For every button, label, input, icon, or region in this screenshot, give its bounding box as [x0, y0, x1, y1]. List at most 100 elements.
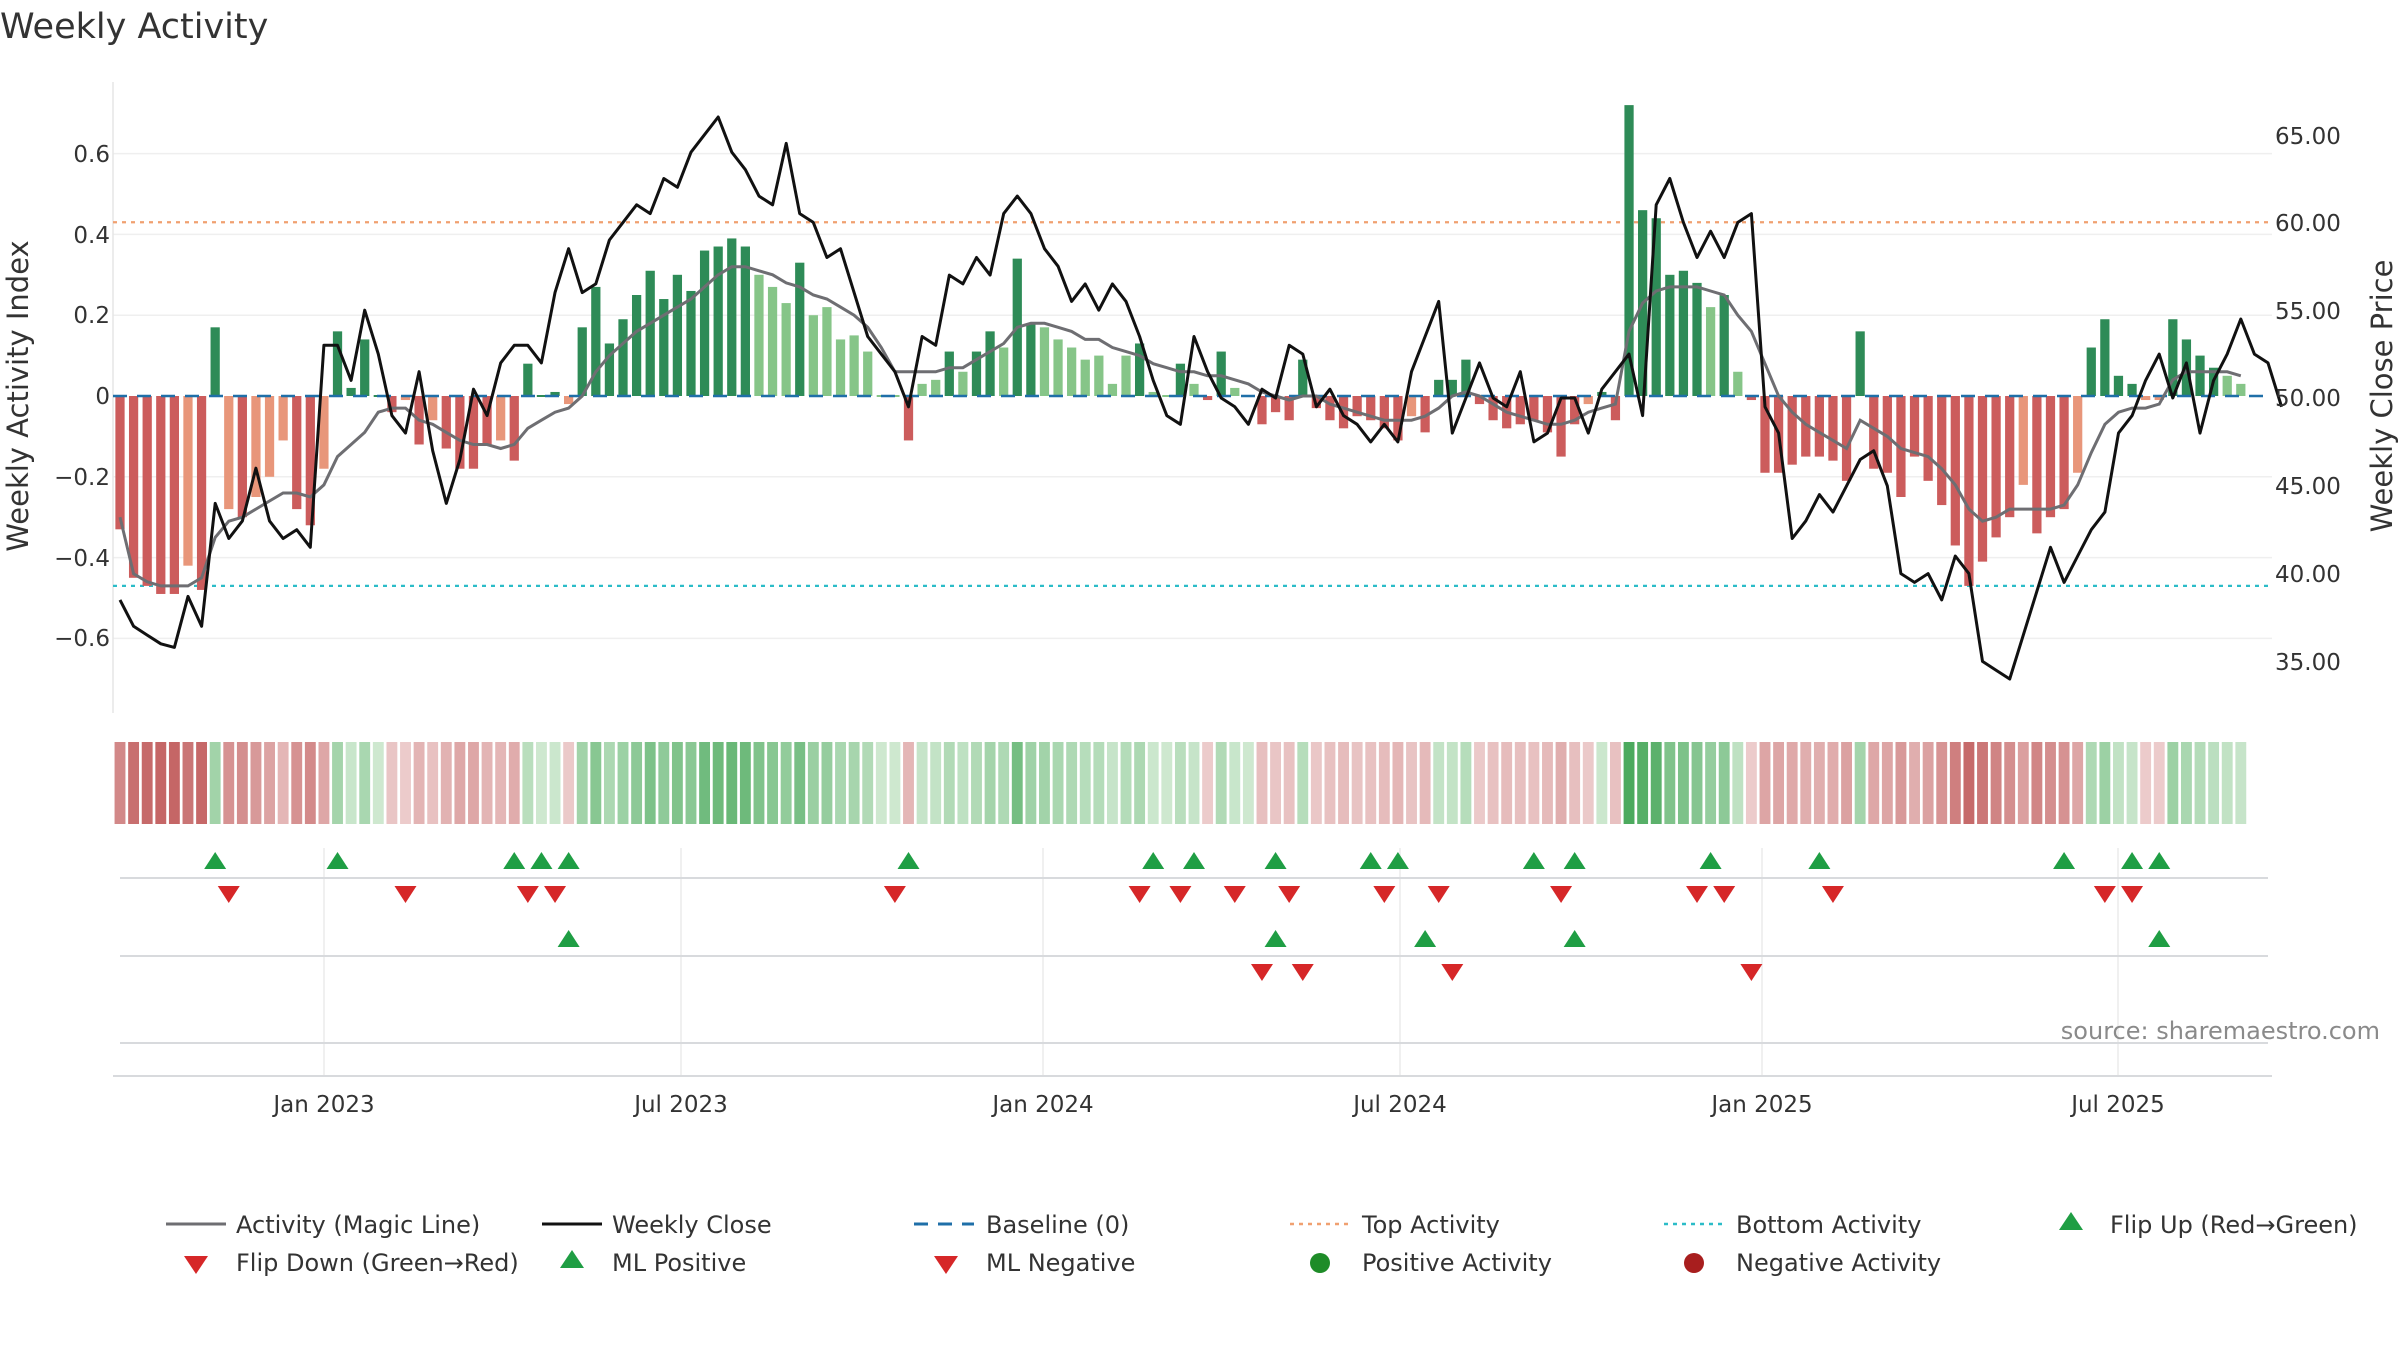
heat-cell-60	[930, 742, 942, 824]
heat-cell-85	[1270, 742, 1282, 824]
heat-cell-53	[835, 742, 846, 824]
heat-cell-134	[1936, 742, 1948, 824]
flip-up-marker-12	[1563, 852, 1586, 869]
heat-cell-113	[1650, 742, 1662, 824]
heat-cell-80	[1202, 742, 1214, 824]
legend-label-baseline: Baseline (0)	[986, 1211, 1129, 1239]
activity-bar-16	[332, 331, 343, 396]
y-left-tick-0: 0.6	[73, 142, 110, 168]
heat-cell-145	[2085, 742, 2097, 824]
flip-down-marker-0	[217, 886, 240, 903]
flip-up-marker-14	[1808, 852, 1831, 869]
activity-bar-132	[1909, 396, 1920, 457]
activity-bar-142	[2045, 396, 2056, 518]
heat-cell-118	[1718, 742, 1730, 824]
heat-cell-81	[1215, 742, 1227, 824]
flip-down-marker-2	[516, 886, 539, 903]
activity-bar-68	[1039, 327, 1050, 396]
heat-cell-128	[1854, 742, 1866, 824]
activity-bar-70	[1067, 347, 1077, 396]
activity-bar-103	[1515, 396, 1525, 425]
legend-item-baseline: Baseline (0)	[914, 1211, 1129, 1239]
heat-cell-108	[1582, 742, 1594, 824]
activity-bar-80	[1202, 396, 1213, 401]
flip-up-marker-6	[1142, 852, 1165, 869]
heat-cell-42	[685, 742, 697, 824]
activity-bar-41	[672, 274, 683, 396]
legend-item-magic-line: Activity (Magic Line)	[166, 1211, 480, 1239]
heat-cell-25	[454, 742, 466, 824]
heat-cell-150	[2153, 742, 2165, 824]
activity-bar-37	[618, 319, 628, 396]
activity-bar-114	[1665, 274, 1675, 396]
heat-cell-36	[603, 742, 615, 824]
activity-bar-9	[237, 396, 247, 518]
y-right-axis-title: Weekly Close Price	[2365, 260, 2399, 533]
activity-bar-0	[115, 396, 125, 530]
heat-cell-30	[522, 742, 534, 824]
heat-cell-34	[576, 742, 588, 824]
heat-cell-50	[794, 742, 806, 824]
heat-cell-156	[2235, 742, 2247, 824]
heat-cell-71	[1079, 742, 1091, 824]
heat-cell-49	[780, 742, 792, 824]
legend-item-ml-negative: ML Negative	[934, 1249, 1135, 1277]
heat-cell-122	[1773, 742, 1785, 824]
legend-swatch-negative-activity	[1684, 1253, 1704, 1273]
activity-bar-69	[1053, 339, 1063, 396]
activity-bar-5	[183, 396, 193, 566]
heat-cell-96	[1419, 742, 1431, 824]
heat-cell-124	[1800, 742, 1812, 824]
activity-bar-14	[305, 396, 315, 526]
activity-heat-strip	[114, 742, 2247, 824]
y-left-tick-2: 0.2	[73, 303, 110, 329]
activity-bar-7	[210, 327, 220, 396]
legend-label-negative-activity: Negative Activity	[1736, 1249, 1941, 1277]
heat-cell-13	[291, 742, 303, 824]
activity-bar-33	[564, 396, 574, 405]
heat-cell-78	[1174, 742, 1186, 824]
legend-item-bottom-activity: Bottom Activity	[1664, 1211, 1921, 1239]
flip-up-marker-13	[1699, 852, 1722, 869]
activity-bar-48	[767, 286, 778, 396]
heat-cell-44	[712, 742, 724, 824]
heat-cell-14	[304, 742, 316, 824]
flip-down-marker-7	[1223, 886, 1246, 903]
activity-bar-31	[536, 395, 547, 397]
heat-cell-127	[1841, 742, 1852, 824]
activity-bar-79	[1189, 383, 1199, 396]
activity-bar-118	[1719, 295, 1729, 396]
flip-up-marker-4	[557, 852, 580, 869]
y-right-tick-2: 55.00	[2275, 299, 2341, 325]
heat-cell-18	[359, 742, 371, 824]
activity-bar-39	[645, 270, 655, 396]
heat-cell-149	[2140, 742, 2152, 824]
activity-bar-139	[2005, 396, 2015, 518]
legend-label-top-activity: Top Activity	[1361, 1211, 1500, 1239]
activity-bar-147	[2113, 375, 2124, 396]
heat-cell-40	[658, 742, 670, 824]
heat-cell-137	[1977, 742, 1988, 824]
heat-cell-155	[2221, 742, 2233, 824]
flip-up-marker-10	[1386, 852, 1409, 869]
heat-cell-62	[957, 742, 969, 824]
activity-bar-50	[795, 262, 805, 396]
heat-cell-46	[739, 742, 751, 824]
source-label: source: sharemaestro.com	[2061, 1017, 2380, 1045]
activity-bar-25	[455, 396, 465, 469]
heat-cell-73	[1106, 742, 1118, 824]
flip-down-marker-10	[1427, 886, 1450, 903]
heat-cell-142	[2045, 742, 2056, 824]
flip-down-marker-6	[1169, 886, 1192, 903]
legend-label-weekly-close: Weekly Close	[612, 1211, 772, 1239]
heat-cell-104	[1528, 742, 1540, 824]
activity-bar-133	[1923, 396, 1933, 481]
x-tick-5: Jul 2025	[2069, 1092, 2165, 1118]
heat-cell-95	[1406, 742, 1417, 824]
flip-down-marker-16	[2121, 886, 2144, 903]
legend-label-ml-positive: ML Positive	[612, 1249, 746, 1277]
activity-bar-74	[1121, 355, 1131, 396]
heat-cell-107	[1569, 742, 1581, 824]
heat-cell-4	[168, 742, 180, 824]
